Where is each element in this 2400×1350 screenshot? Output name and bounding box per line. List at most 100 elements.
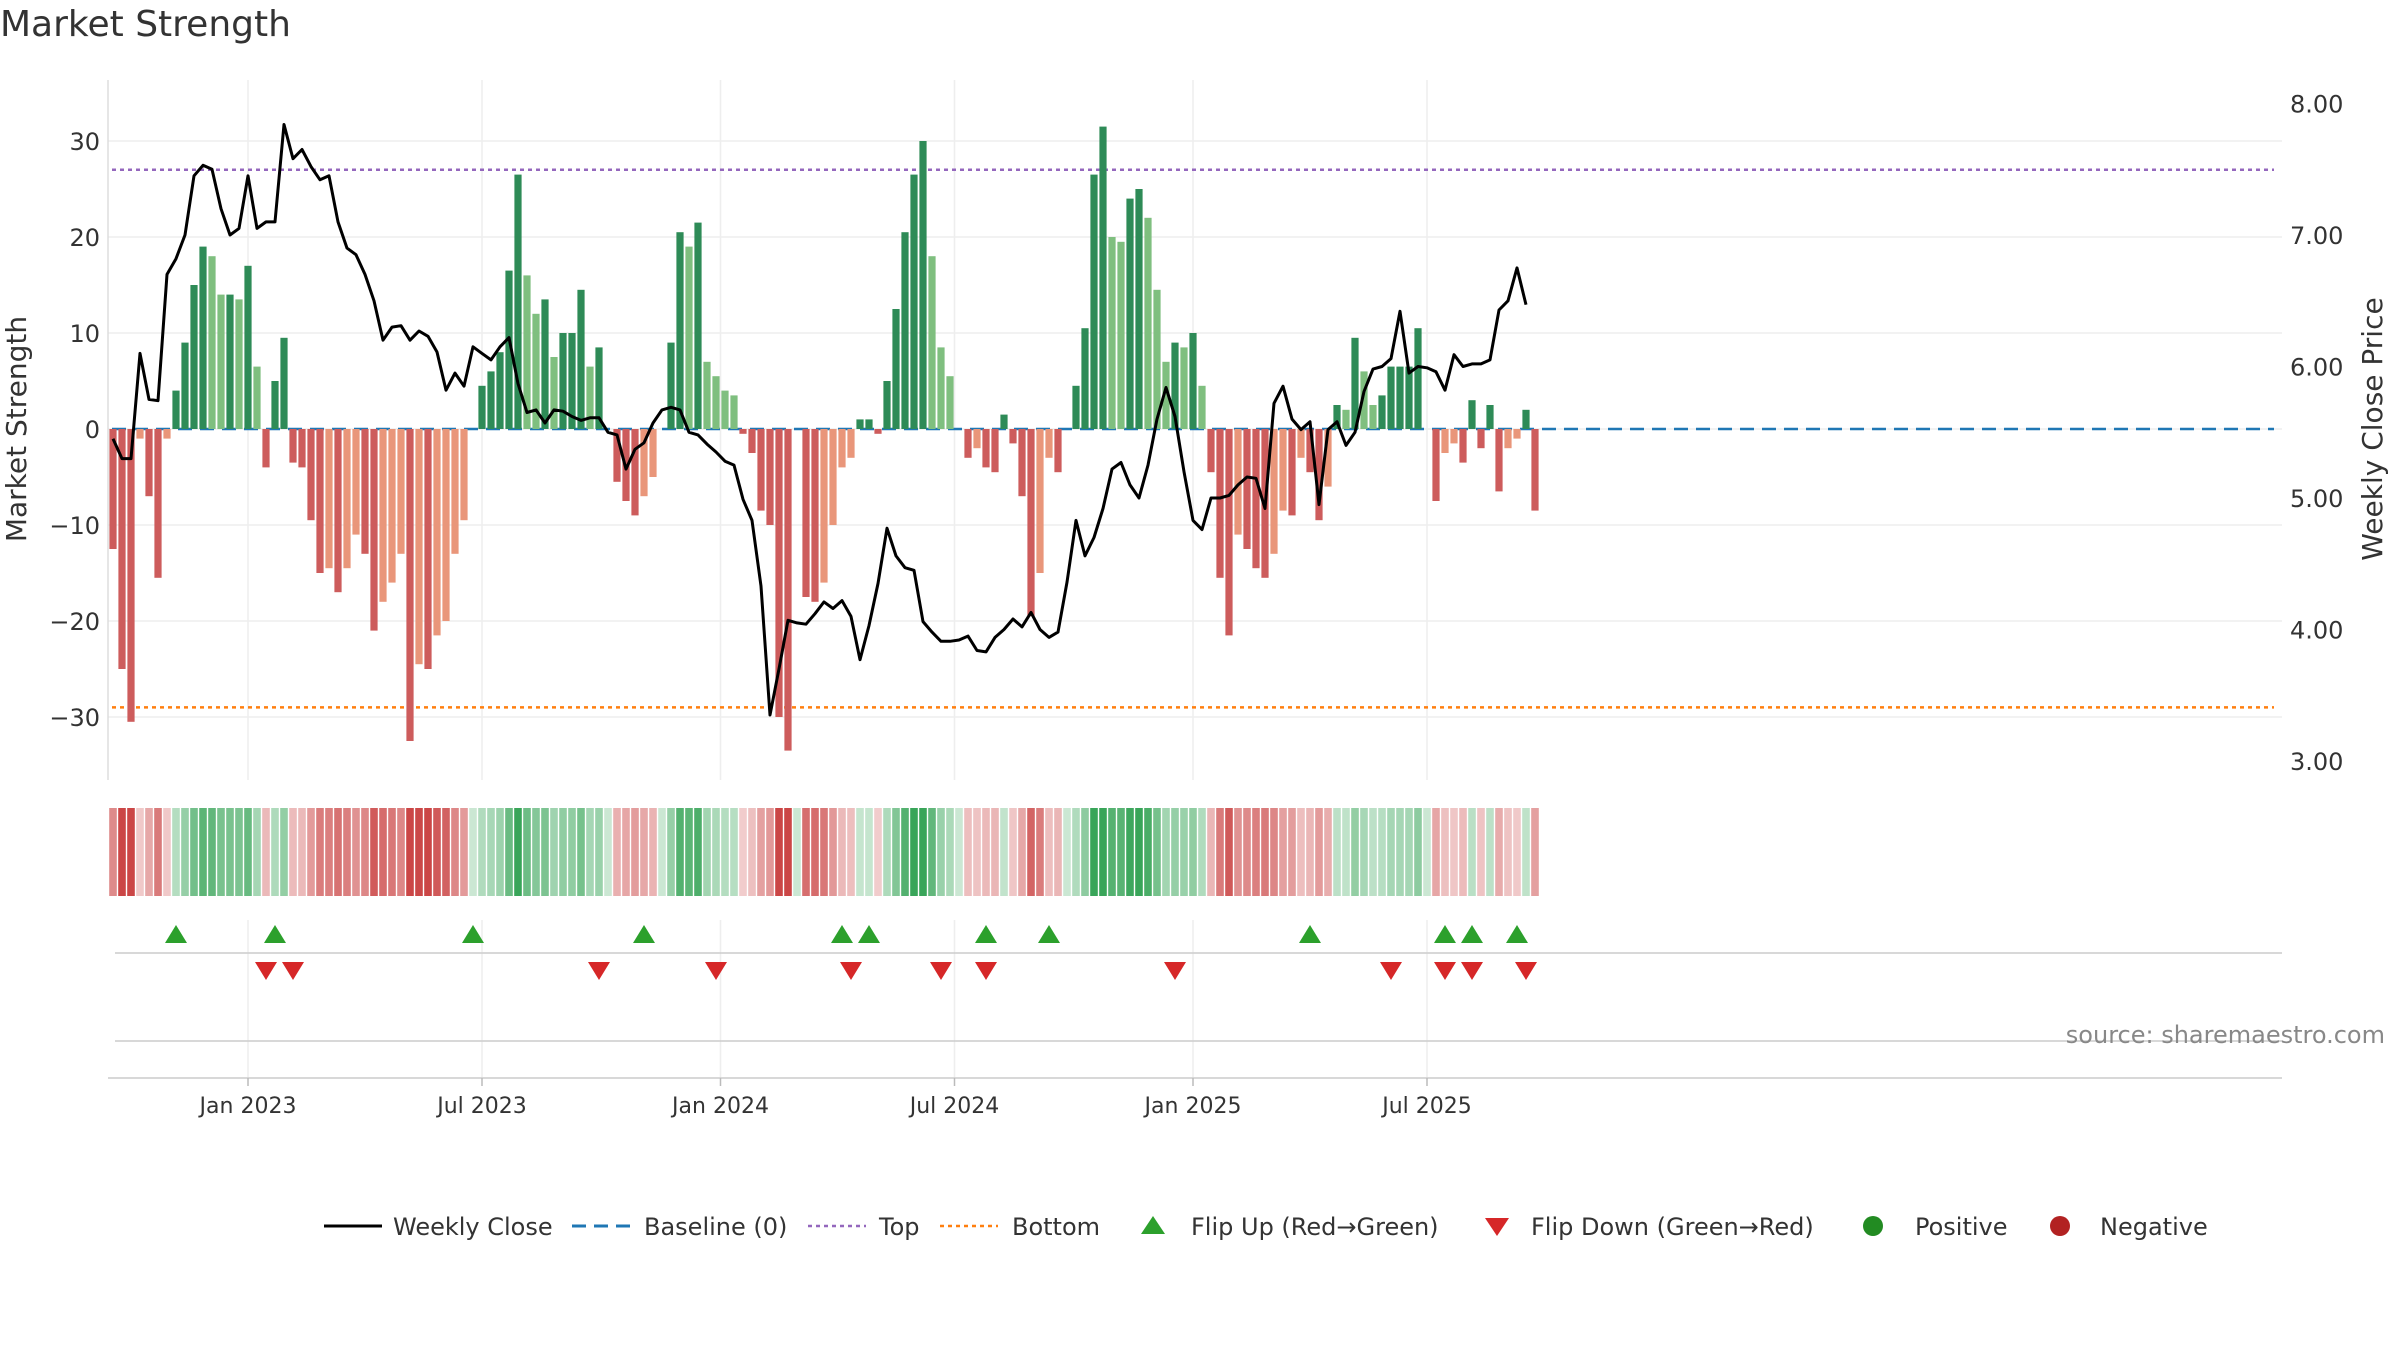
- heat-cell: [1342, 808, 1350, 896]
- strength-bar: [559, 333, 567, 429]
- heat-cell: [397, 808, 405, 896]
- flip-down-marker: [975, 962, 997, 980]
- heat-cell: [487, 808, 495, 896]
- heat-cell: [1414, 808, 1422, 896]
- strength-bar: [217, 294, 225, 429]
- heat-cell: [874, 808, 882, 896]
- strength-bar: [1045, 429, 1053, 458]
- heat-cell: [352, 808, 360, 896]
- strength-bar: [388, 429, 396, 583]
- heat-cell: [1396, 808, 1404, 896]
- heat-cell: [766, 808, 774, 896]
- legend-top: Top: [878, 1213, 920, 1241]
- heat-cell: [739, 808, 747, 896]
- heat-cell: [631, 808, 639, 896]
- strength-bar: [226, 294, 234, 429]
- heat-cell: [676, 808, 684, 896]
- strength-bar: [1054, 429, 1062, 473]
- strength-bar: [1009, 429, 1017, 444]
- strength-bar: [505, 270, 513, 429]
- strength-bar: [1405, 366, 1413, 429]
- strength-bar: [838, 429, 846, 468]
- heat-cell: [1531, 808, 1539, 896]
- heat-cell: [1171, 808, 1179, 896]
- heat-cell: [721, 808, 729, 896]
- strength-bar: [1351, 337, 1359, 429]
- strength-bar: [1099, 126, 1107, 429]
- heat-cell: [1126, 808, 1134, 896]
- heat-cell: [937, 808, 945, 896]
- heat-cell: [1054, 808, 1062, 896]
- heat-cell: [217, 808, 225, 896]
- strength-bar: [514, 174, 522, 429]
- strength-bar: [928, 256, 936, 429]
- strength-bar: [136, 429, 144, 439]
- heat-cell: [1261, 808, 1269, 896]
- heat-cell: [388, 808, 396, 896]
- flip-up-marker: [975, 925, 997, 943]
- strength-bar: [739, 429, 747, 434]
- flip-down-marker: [255, 962, 277, 980]
- heat-cell: [1324, 808, 1332, 896]
- heat-strip: [109, 808, 1539, 896]
- heat-cell: [343, 808, 351, 896]
- heat-cell: [136, 808, 144, 896]
- heat-cell: [1378, 808, 1386, 896]
- y-tick-label: 30: [69, 128, 100, 156]
- y2-tick-label: 5.00: [2290, 485, 2343, 513]
- flip-up-marker: [858, 925, 880, 943]
- strength-bar: [289, 429, 297, 463]
- heat-cell: [865, 808, 873, 896]
- heat-cell: [667, 808, 675, 896]
- heat-cell: [784, 808, 792, 896]
- strength-bar: [154, 429, 162, 578]
- flip-down-marker: [588, 962, 610, 980]
- heat-cell: [307, 808, 315, 896]
- strength-bar: [1513, 429, 1521, 439]
- strength-bar: [1450, 429, 1458, 444]
- flip-down-marker: [1461, 962, 1483, 980]
- strength-bar: [1027, 429, 1035, 617]
- heat-cell: [1243, 808, 1251, 896]
- strength-bar: [1279, 429, 1287, 511]
- heat-cell: [451, 808, 459, 896]
- heat-cell: [1036, 808, 1044, 896]
- strength-bar: [712, 376, 720, 429]
- strength-bar: [1171, 342, 1179, 429]
- flip-up-marker: [165, 925, 187, 943]
- heat-cell: [964, 808, 972, 896]
- heat-cell: [244, 808, 252, 896]
- heat-cell: [775, 808, 783, 896]
- strength-bar: [595, 347, 603, 429]
- heat-cell: [271, 808, 279, 896]
- strength-bar: [1387, 366, 1395, 429]
- heat-cell: [1027, 808, 1035, 896]
- heat-cell: [640, 808, 648, 896]
- strength-bar: [262, 429, 270, 468]
- heat-cell: [811, 808, 819, 896]
- heat-cell: [649, 808, 657, 896]
- heat-cell: [559, 808, 567, 896]
- strength-bar: [982, 429, 990, 468]
- heat-cell: [442, 808, 450, 896]
- heat-cell: [901, 808, 909, 896]
- legend-flip-up-swatch: [1141, 1216, 1165, 1234]
- heat-cell: [613, 808, 621, 896]
- flip-down-marker: [930, 962, 952, 980]
- strength-bar: [703, 361, 711, 429]
- strength-bar: [721, 390, 729, 429]
- heat-cell: [208, 808, 216, 896]
- strength-bar: [1081, 328, 1089, 429]
- heat-cell: [892, 808, 900, 896]
- strength-bar: [1468, 400, 1476, 429]
- heat-cell: [1459, 808, 1467, 896]
- heat-cell: [1108, 808, 1116, 896]
- heat-cell: [460, 808, 468, 896]
- x-tick-label: Jan 2023: [198, 1094, 297, 1119]
- heat-cell: [1495, 808, 1503, 896]
- y-axis-title: Market Strength: [0, 316, 33, 542]
- strength-bar: [172, 390, 180, 429]
- heat-cell: [1279, 808, 1287, 896]
- strength-bar: [379, 429, 387, 602]
- strength-bar: [1504, 429, 1512, 449]
